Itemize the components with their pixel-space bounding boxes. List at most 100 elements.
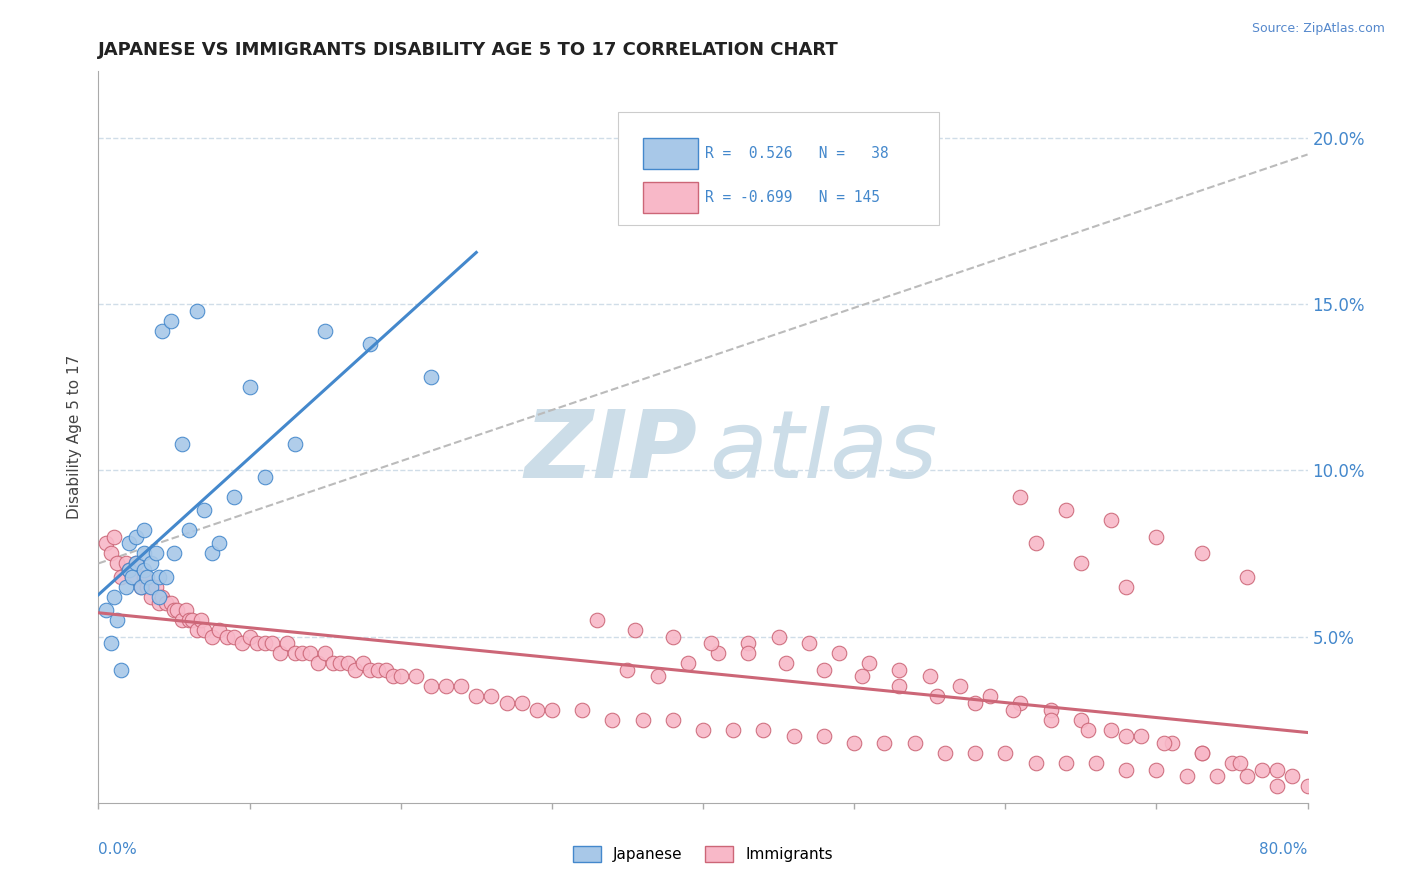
Point bbox=[1175, 769, 1198, 783]
Point bbox=[699, 636, 721, 650]
Point bbox=[965, 696, 987, 710]
Point bbox=[1144, 530, 1167, 544]
Point bbox=[170, 436, 193, 450]
Point bbox=[420, 370, 443, 384]
Point bbox=[114, 580, 136, 594]
Point bbox=[624, 623, 647, 637]
Point bbox=[904, 736, 927, 750]
Point bbox=[105, 613, 128, 627]
Point bbox=[813, 663, 835, 677]
Point bbox=[1191, 746, 1213, 760]
Point bbox=[828, 646, 851, 660]
Point bbox=[253, 636, 276, 650]
Point bbox=[661, 630, 683, 644]
Point bbox=[155, 570, 177, 584]
Point bbox=[141, 557, 163, 571]
Point bbox=[374, 663, 396, 677]
Point bbox=[1054, 503, 1077, 517]
Point bbox=[193, 503, 215, 517]
Point bbox=[231, 636, 253, 650]
Point bbox=[114, 557, 136, 571]
Point bbox=[1077, 723, 1099, 737]
Point bbox=[737, 636, 759, 650]
Point bbox=[1115, 580, 1137, 594]
Text: ZIP: ZIP bbox=[524, 406, 697, 498]
Point bbox=[1115, 763, 1137, 777]
Point bbox=[262, 636, 284, 650]
Point bbox=[110, 663, 132, 677]
Point bbox=[284, 646, 307, 660]
Point bbox=[382, 669, 405, 683]
Point bbox=[1160, 736, 1182, 750]
Point bbox=[163, 603, 186, 617]
Point bbox=[965, 746, 987, 760]
Point bbox=[949, 680, 972, 694]
Point bbox=[1229, 756, 1251, 770]
Point bbox=[141, 580, 163, 594]
Point bbox=[602, 713, 624, 727]
Text: Source: ZipAtlas.com: Source: ZipAtlas.com bbox=[1251, 22, 1385, 36]
Point bbox=[100, 636, 122, 650]
Point bbox=[314, 646, 336, 660]
Point bbox=[145, 546, 167, 560]
Point bbox=[121, 570, 143, 584]
Point bbox=[163, 546, 186, 560]
Point bbox=[813, 729, 835, 743]
Point bbox=[1236, 570, 1258, 584]
Point bbox=[160, 596, 183, 610]
Point bbox=[420, 680, 443, 694]
Point bbox=[889, 663, 911, 677]
Point bbox=[94, 603, 117, 617]
Point bbox=[858, 656, 880, 670]
Point bbox=[148, 590, 170, 604]
Point bbox=[676, 656, 699, 670]
Point bbox=[586, 613, 609, 627]
Point bbox=[239, 380, 262, 394]
Point bbox=[118, 536, 141, 550]
Point bbox=[1236, 769, 1258, 783]
Point bbox=[927, 690, 949, 704]
Point bbox=[797, 636, 820, 650]
Point bbox=[360, 337, 382, 351]
Point bbox=[1085, 756, 1108, 770]
Point bbox=[314, 324, 336, 338]
Point bbox=[291, 646, 314, 660]
Point bbox=[783, 729, 806, 743]
Legend: Japanese, Immigrants: Japanese, Immigrants bbox=[567, 840, 839, 868]
Point bbox=[1130, 729, 1153, 743]
Point bbox=[150, 324, 173, 338]
Point bbox=[367, 663, 389, 677]
Point bbox=[752, 723, 775, 737]
Text: 80.0%: 80.0% bbox=[1260, 842, 1308, 856]
Point bbox=[616, 663, 638, 677]
Point bbox=[465, 690, 488, 704]
Point bbox=[737, 646, 759, 660]
Point bbox=[1039, 713, 1062, 727]
Point bbox=[186, 623, 208, 637]
Point bbox=[148, 596, 170, 610]
Point bbox=[768, 630, 790, 644]
Point bbox=[1144, 763, 1167, 777]
Point bbox=[434, 680, 457, 694]
Point bbox=[103, 530, 125, 544]
Point bbox=[284, 436, 307, 450]
Point bbox=[389, 669, 412, 683]
Point bbox=[179, 613, 201, 627]
Text: 0.0%: 0.0% bbox=[98, 842, 138, 856]
Point bbox=[844, 736, 866, 750]
Point bbox=[121, 570, 143, 584]
Point bbox=[1281, 769, 1303, 783]
Text: R =  0.526   N =   38: R = 0.526 N = 38 bbox=[706, 145, 889, 161]
Point bbox=[1070, 557, 1092, 571]
Point bbox=[1296, 779, 1319, 793]
Y-axis label: Disability Age 5 to 17: Disability Age 5 to 17 bbox=[67, 355, 83, 519]
Point bbox=[141, 590, 163, 604]
Point bbox=[1099, 723, 1122, 737]
Point bbox=[631, 713, 654, 727]
Point bbox=[181, 613, 204, 627]
Point bbox=[224, 490, 246, 504]
Point bbox=[246, 636, 269, 650]
Point bbox=[166, 603, 188, 617]
Point bbox=[1024, 536, 1046, 550]
Point bbox=[129, 580, 152, 594]
